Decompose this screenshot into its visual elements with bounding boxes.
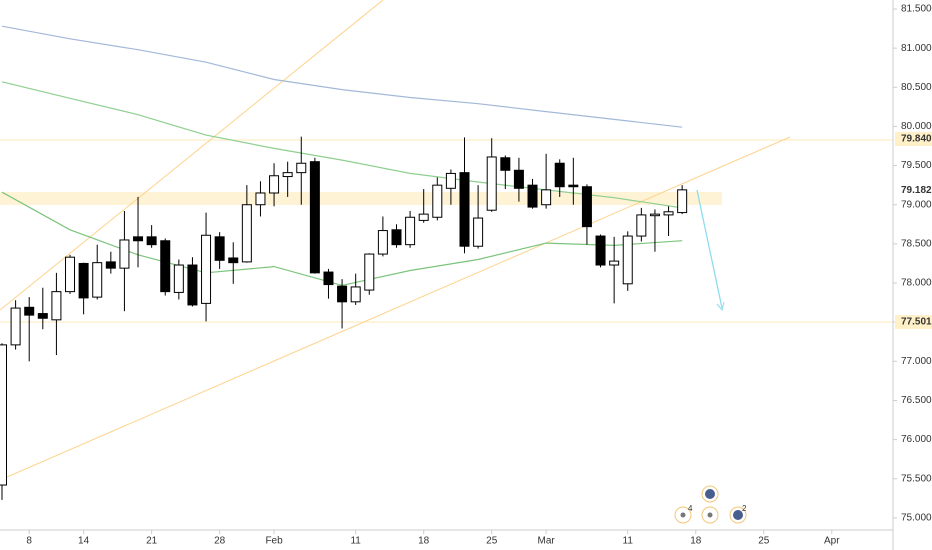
- y-tick-label: 78.000: [901, 278, 932, 289]
- event-flag: [733, 510, 743, 520]
- candle-body: [364, 253, 375, 291]
- y-tick-label: 79.000: [901, 199, 932, 210]
- x-tick-label: 11: [350, 536, 361, 547]
- candle-body: [432, 184, 443, 218]
- y-tick-label: 78.500: [901, 239, 932, 250]
- candle-body: [255, 192, 266, 206]
- candle-body: [160, 240, 171, 293]
- candle-body: [513, 169, 524, 189]
- y-tick-label: 80.500: [901, 82, 932, 93]
- candle-body: [350, 286, 361, 303]
- candle-body: [649, 213, 660, 217]
- candle-body: [500, 157, 511, 171]
- candle-body: [445, 172, 456, 189]
- y-tick-label: 75.000: [901, 513, 932, 524]
- x-tick-label: 25: [758, 536, 770, 547]
- candle-body: [377, 230, 388, 255]
- candle-body: [405, 216, 416, 246]
- candle-body: [0, 344, 7, 486]
- candle-body: [119, 239, 130, 269]
- candle-body: [459, 172, 470, 247]
- candle-body: [65, 256, 76, 293]
- candle-body: [201, 234, 212, 304]
- y-tick-label: 75.500: [901, 473, 932, 484]
- arrow-head: [716, 301, 725, 312]
- x-tick-label: 18: [418, 536, 430, 547]
- y-tick-label: 77.000: [901, 356, 932, 367]
- candle-body: [663, 211, 674, 216]
- x-tick-label: Feb: [265, 536, 283, 547]
- event-count: 2: [742, 504, 747, 513]
- event-count: 4: [688, 504, 693, 513]
- candle-body: [337, 285, 348, 303]
- x-tick-label: 8: [26, 536, 32, 547]
- y-tick-label: 76.500: [901, 395, 932, 406]
- event-flag: [705, 489, 715, 499]
- candle-body: [622, 235, 633, 285]
- candle-body: [554, 162, 565, 188]
- y-tick-label: 81.000: [901, 43, 932, 54]
- candle-body: [296, 162, 307, 174]
- candle-body: [527, 184, 538, 208]
- candle-body: [187, 264, 198, 306]
- candle-body: [541, 189, 552, 206]
- x-tick-label: 21: [146, 536, 158, 547]
- price-label: 79.840: [901, 134, 932, 145]
- candle-body: [418, 213, 429, 221]
- candle-body: [636, 214, 647, 237]
- price-label-box: [895, 131, 932, 146]
- x-tick-label: 25: [486, 536, 498, 547]
- x-tick-label: 28: [214, 536, 226, 547]
- events: 4 2: [674, 485, 747, 524]
- candle-body: [78, 262, 89, 299]
- candle-body: [677, 189, 688, 214]
- zone: [0, 192, 722, 205]
- candle-body: [146, 236, 157, 246]
- forecast-arrow: [696, 189, 723, 309]
- y-tick-label: 76.000: [901, 434, 932, 445]
- x-tick-label: Apr: [824, 536, 840, 547]
- price-label-box: [895, 183, 932, 198]
- candle-body: [309, 161, 320, 274]
- event-dot: [707, 512, 713, 518]
- candle-body: [595, 235, 606, 266]
- price-label-box: [895, 315, 932, 330]
- y-tick-label: 80.000: [901, 121, 932, 132]
- price-label: 77.501: [901, 317, 932, 328]
- candle-body: [105, 261, 116, 269]
- candle-body: [228, 257, 239, 264]
- candle-body: [581, 186, 592, 228]
- candle-body: [51, 291, 62, 321]
- moving-average: [1, 25, 683, 128]
- candle-body: [323, 271, 334, 286]
- y-tick-label: 81.500: [901, 4, 932, 15]
- candle-body: [609, 260, 620, 266]
- candle-body: [282, 172, 293, 178]
- candle-body: [92, 262, 103, 298]
- candle-body: [241, 204, 252, 263]
- x-tick-label: Mar: [538, 536, 556, 547]
- candle-body: [10, 307, 21, 346]
- price-label: 79.182: [901, 185, 932, 196]
- candle-body: [269, 175, 280, 194]
- candle-body: [133, 236, 144, 242]
- candle-body: [214, 236, 225, 261]
- candle-body: [568, 184, 579, 188]
- trend-line: [0, 0, 384, 311]
- event-dot: [680, 512, 686, 518]
- moving-average: [1, 81, 683, 209]
- candle-body: [24, 306, 35, 316]
- candle-body: [486, 156, 497, 211]
- trend-line: [0, 136, 791, 481]
- candle-body: [473, 217, 484, 247]
- candle-body: [37, 313, 48, 319]
- candle-body: [173, 264, 184, 293]
- x-tick-label: 14: [78, 536, 90, 547]
- x-tick-label: 11: [623, 536, 634, 547]
- x-tick-label: 18: [690, 536, 702, 547]
- y-tick-label: 79.500: [901, 160, 932, 171]
- candle-body: [391, 229, 402, 246]
